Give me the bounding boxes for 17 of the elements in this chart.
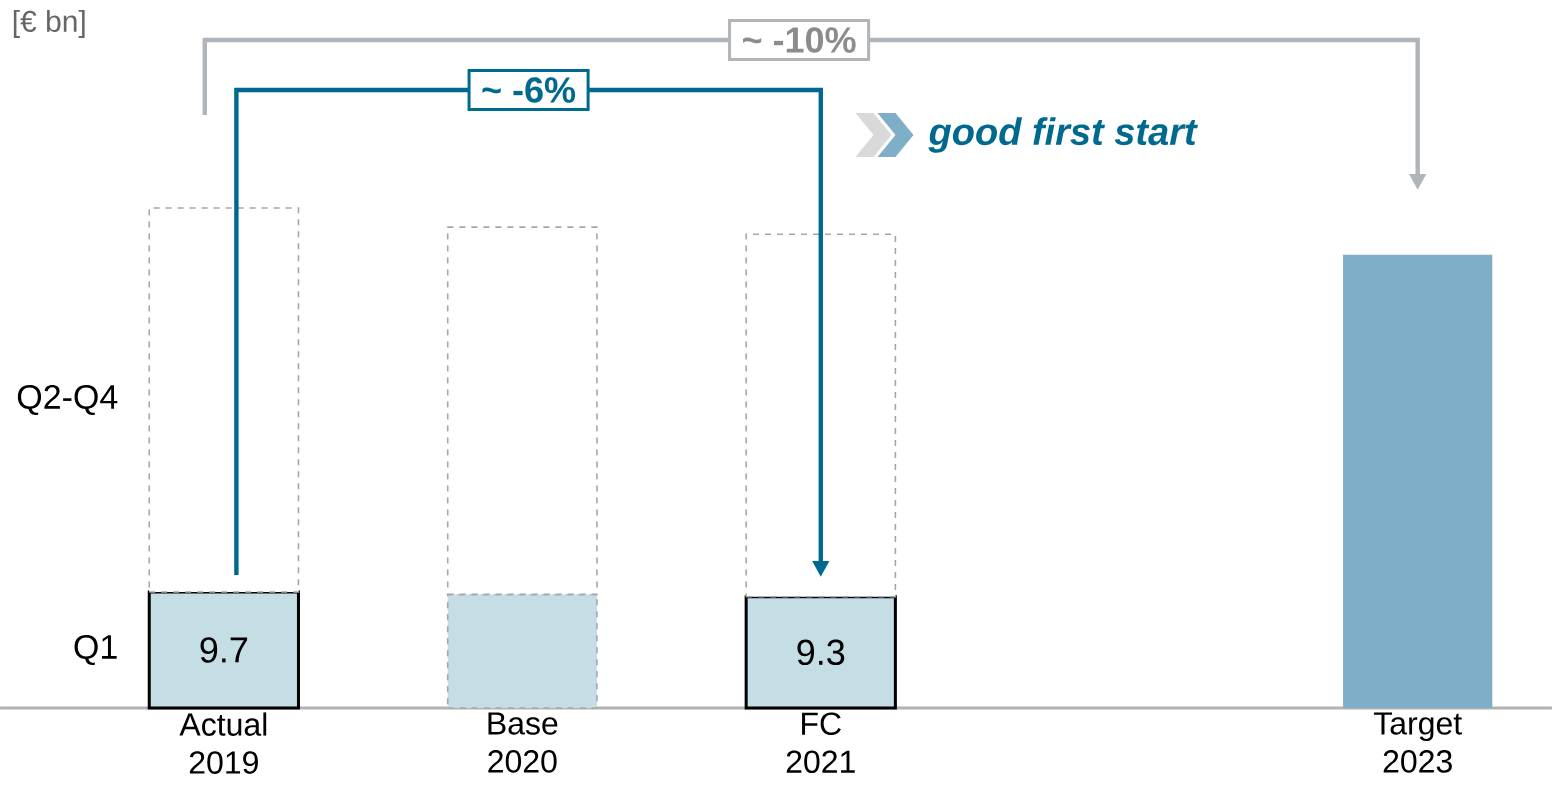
bar — [147, 590, 300, 710]
bar — [1343, 254, 1493, 708]
x-tick-label: Actual 2019 — [179, 712, 267, 774]
x-tick-label: Base 2020 — [488, 712, 558, 773]
bar — [745, 233, 897, 598]
text: good first start — [928, 117, 1198, 153]
bar — [744, 595, 897, 710]
text: ~ -10% — [742, 27, 856, 53]
text: [€ bn] — [13, 9, 85, 38]
series-label: Q2-Q4 — [17, 384, 118, 416]
bar — [148, 207, 300, 593]
data-label: 9.3 — [797, 639, 845, 666]
x-tick-label: FC 2021 — [786, 712, 855, 774]
data-label: 9.7 — [200, 637, 248, 663]
x-tick-label: Target 2023 — [1373, 712, 1462, 773]
text: ~ -6% — [482, 77, 576, 103]
series-label: Q1 — [74, 634, 117, 666]
